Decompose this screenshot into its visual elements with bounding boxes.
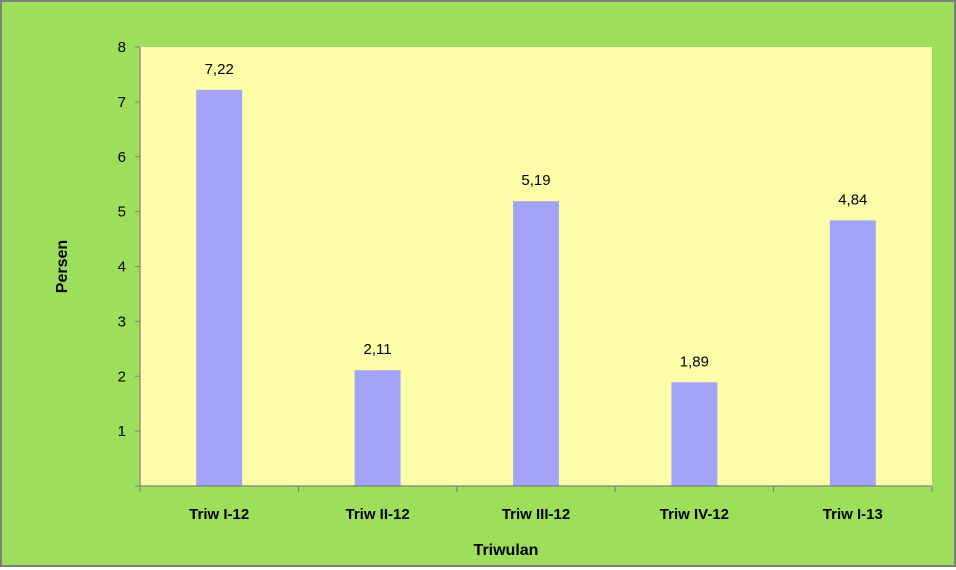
x-tick-label-3: Triw III-12 <box>502 506 570 523</box>
bar-2 <box>354 370 401 486</box>
y-ticks-group: 1 2 3 4 5 6 7 8 <box>118 39 140 487</box>
x-ticks-group: Triw I-12 Triw II-12 Triw III-12 Triw IV-12… <box>139 486 933 523</box>
bars-group <box>196 89 876 487</box>
value-label-4: 1,89 <box>680 353 709 370</box>
x-tick-label-1: Triw I-12 <box>189 506 249 523</box>
x-tick-label-2: Triw II-12 <box>345 506 409 523</box>
y-tick-label-1: 1 <box>118 423 126 440</box>
y-tick-label-2: 2 <box>118 368 126 385</box>
y-axis-title: Persen <box>54 240 71 293</box>
y-tick-label-4: 4 <box>118 259 126 276</box>
bar-1 <box>196 89 243 487</box>
value-label-3: 5,19 <box>521 172 550 189</box>
x-axis-title: Triwulan <box>474 542 539 559</box>
y-tick-label-7: 7 <box>118 94 126 111</box>
value-label-1: 7,22 <box>205 61 234 78</box>
value-labels-group: 7,22 2,11 5,19 1,89 4,84 <box>205 61 868 370</box>
y-tick-label-8: 8 <box>118 39 126 56</box>
bar-3 <box>513 201 559 487</box>
x-tick-label-4: Triw IV-12 <box>660 506 729 523</box>
bar-4 <box>671 382 718 486</box>
y-tick-label-5: 5 <box>118 204 126 221</box>
y-tick-label-6: 6 <box>118 149 126 166</box>
y-tick-label-3: 3 <box>118 313 126 330</box>
value-label-5: 4,84 <box>838 191 867 208</box>
bar-5 <box>829 220 876 486</box>
value-label-2: 2,11 <box>364 341 392 358</box>
x-tick-label-5: Triw I-13 <box>823 506 883 523</box>
